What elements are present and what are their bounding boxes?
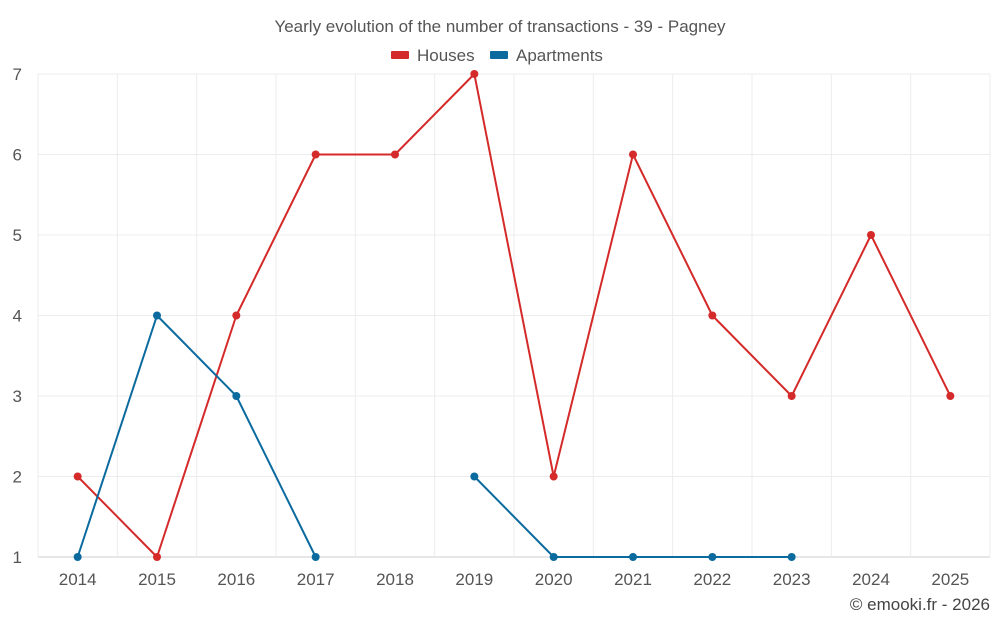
apartments-series-line: [76, 314, 317, 558]
y-tick-label: 1: [13, 548, 22, 567]
x-tick-label: 2021: [614, 570, 652, 589]
x-tick-label: 2015: [138, 570, 176, 589]
x-tick-label: 2017: [297, 570, 335, 589]
houses-point-2021[interactable]: [629, 150, 637, 159]
houses-point-2020[interactable]: [549, 472, 558, 481]
x-axis-ticks: 2014 2015 2016 2017 2018 2019 2020 2021 2022 2023…: [59, 570, 969, 589]
apartments-legend-swatch: [490, 51, 508, 59]
houses-point-2015[interactable]: [153, 553, 161, 561]
y-tick-label: 4: [13, 307, 22, 326]
houses-point-2018[interactable]: [391, 150, 399, 159]
apartments-point-2016[interactable]: [232, 392, 241, 400]
x-tick-label: 2023: [773, 570, 811, 589]
houses-series-line: [76, 73, 952, 558]
apartments-point-2022[interactable]: [708, 553, 717, 561]
y-tick-label: 7: [13, 65, 22, 84]
y-axis-ticks: 1 2 3 4 5 6 7: [13, 65, 22, 567]
y-tick-label: 6: [13, 146, 22, 165]
apartments-point-2021[interactable]: [629, 553, 637, 561]
series-layer: [73, 70, 955, 561]
credit-text: © emooki.fr - 2026: [850, 595, 990, 614]
x-tick-label: 2019: [455, 570, 493, 589]
legend: Houses Apartments: [391, 46, 603, 65]
y-tick-label: 5: [13, 226, 22, 245]
houses-point-2023[interactable]: [787, 392, 796, 400]
apartments-point-2015[interactable]: [153, 311, 161, 320]
x-tick-label: 2024: [852, 570, 890, 589]
x-tick-label: 2020: [535, 570, 573, 589]
x-tick-label: 2018: [376, 570, 414, 589]
apartments-point-2019[interactable]: [470, 472, 479, 481]
x-tick-label: 2014: [59, 570, 97, 589]
y-tick-label: 2: [13, 468, 22, 487]
houses-point-2022[interactable]: [708, 311, 717, 320]
houses-legend-swatch: [391, 51, 409, 59]
apartments-point-2023[interactable]: [787, 553, 796, 561]
apartments-point-2017[interactable]: [311, 553, 320, 561]
houses-point-2025[interactable]: [946, 392, 955, 400]
x-tick-label: 2022: [693, 570, 731, 589]
y-tick-label: 3: [13, 387, 22, 406]
apartments-point-2014[interactable]: [73, 553, 82, 561]
chart-title: Yearly evolution of the number of transa…: [274, 17, 726, 36]
apartments-series-line: [473, 475, 792, 558]
houses-point-2019[interactable]: [470, 70, 479, 78]
houses-point-2017[interactable]: [311, 150, 320, 159]
houses-point-2014[interactable]: [73, 472, 82, 481]
houses-point-2016[interactable]: [232, 311, 241, 320]
apartments-point-2020[interactable]: [549, 553, 558, 561]
x-tick-label: 2016: [217, 570, 255, 589]
x-tick-label: 2025: [931, 570, 969, 589]
houses-point-2024[interactable]: [867, 231, 875, 239]
houses-legend-label[interactable]: Houses: [417, 46, 475, 65]
apartments-legend-label[interactable]: Apartments: [516, 46, 603, 65]
